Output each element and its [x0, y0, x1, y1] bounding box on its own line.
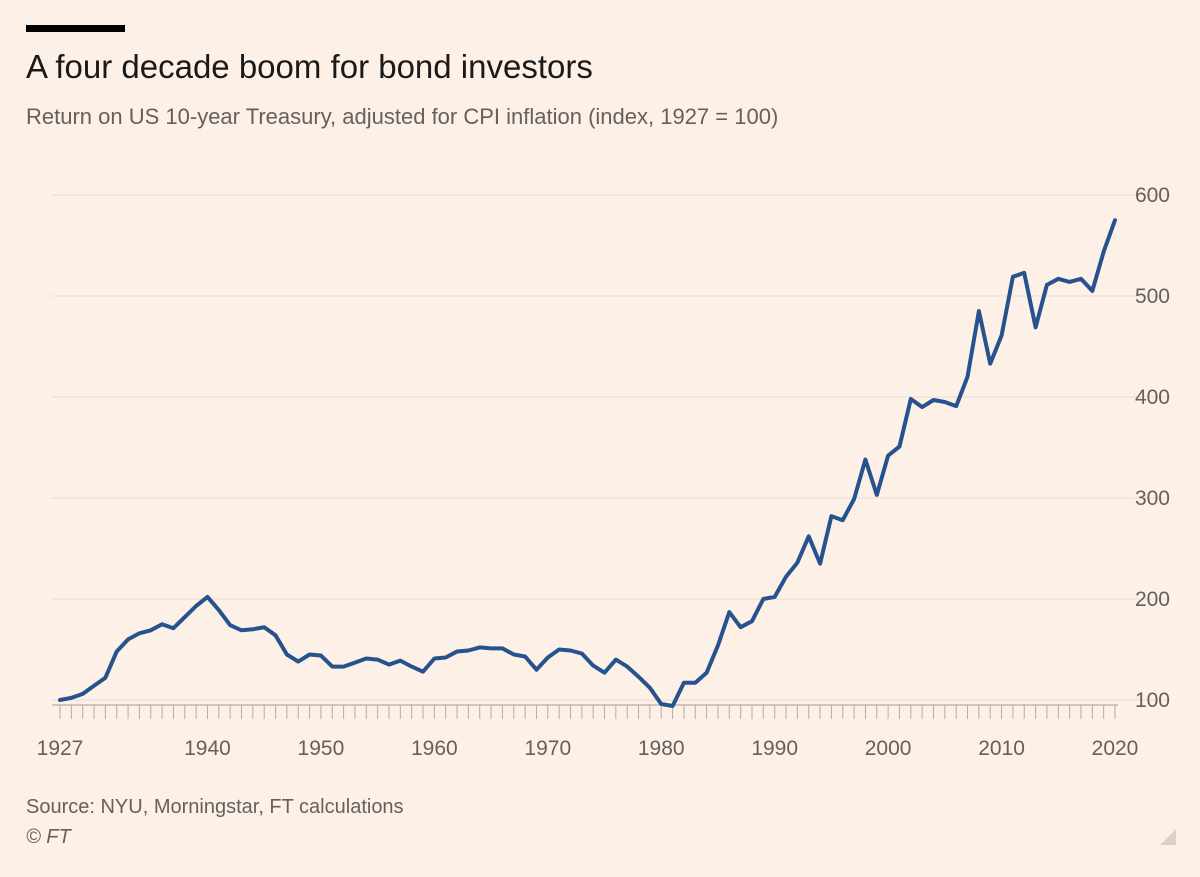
x-tick-label: 2000	[865, 737, 912, 760]
x-tick-label: 1990	[751, 737, 798, 760]
x-axis-ticks	[59, 705, 1116, 719]
x-tick-label: 1950	[298, 737, 345, 760]
y-tick-label: 600	[1135, 184, 1170, 207]
y-tick-label: 100	[1135, 689, 1170, 712]
y-tick-label: 400	[1135, 386, 1170, 409]
header-accent-bar	[26, 25, 125, 32]
grid-lines	[52, 194, 1170, 706]
series-lines	[58, 218, 1117, 708]
chart-subtitle: Return on US 10-year Treasury, adjusted …	[26, 104, 779, 129]
x-tick-label: 2020	[1092, 737, 1139, 760]
x-axis-tick-labels: 1927 1940 1950 1960 1970 1980 1990 2000 2010 2020	[37, 737, 1139, 760]
x-tick-label: 2010	[978, 737, 1025, 760]
y-axis-tick-labels: 100 200 300 400 500 600	[1135, 184, 1170, 712]
y-tick-label: 300	[1135, 487, 1170, 510]
y-tick-label: 200	[1135, 588, 1170, 611]
x-tick-label: 1940	[184, 737, 231, 760]
x-tick-label: 1980	[638, 737, 685, 760]
resize-handle-icon	[1160, 829, 1176, 845]
source-note: Source: NYU, Morningstar, FT calculation…	[26, 796, 404, 818]
copyright-note: © FT	[26, 826, 71, 848]
x-tick-label: 1927	[37, 737, 84, 760]
series-line	[58, 218, 1117, 708]
x-tick-label: 1960	[411, 737, 458, 760]
x-tick-label: 1970	[524, 737, 571, 760]
chart-title: A four decade boom for bond investors	[26, 48, 593, 85]
y-tick-label: 500	[1135, 285, 1170, 308]
